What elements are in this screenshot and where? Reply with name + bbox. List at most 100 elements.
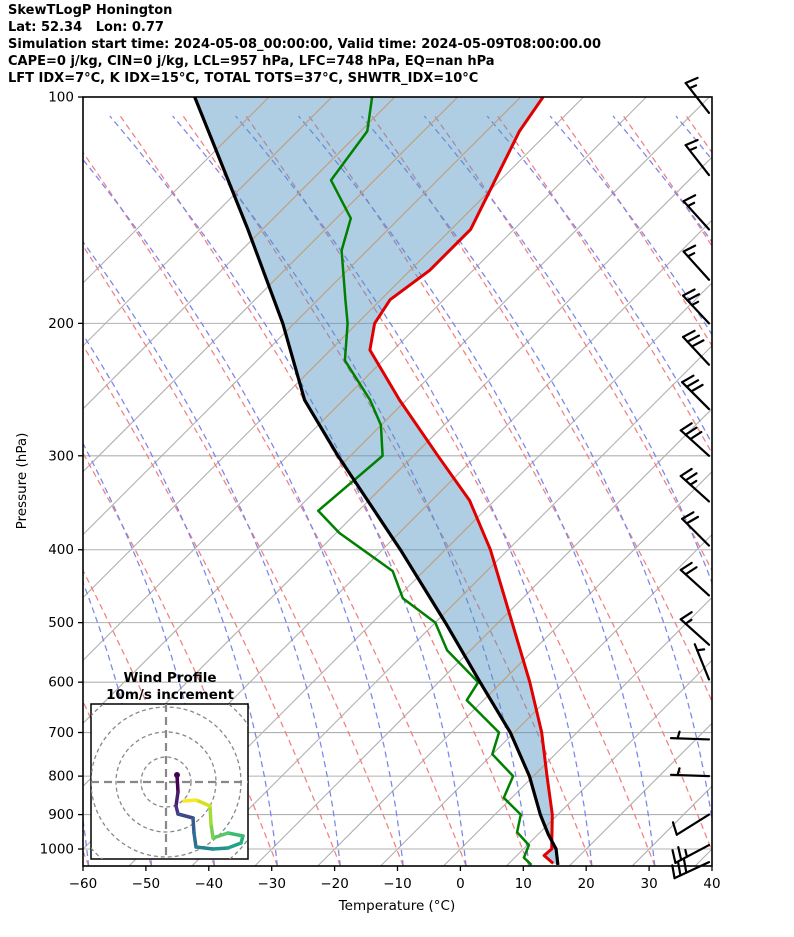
barb-half: [688, 84, 698, 90]
y-tick-label: 300: [48, 448, 74, 464]
diag-gridline: [380, 533, 712, 866]
y-tick-label: 200: [48, 316, 74, 332]
moist-adiabat-line: [739, 116, 794, 866]
barb-half: [696, 648, 706, 652]
diag-gridline: [83, 97, 710, 725]
hodograph-ring: [140, 756, 192, 808]
barb-full: [677, 861, 682, 877]
barb-half: [676, 767, 681, 777]
hodograph-trace-segment: [226, 841, 243, 850]
wind-barb: [684, 76, 711, 115]
diag-gridline-shaded: [758, 97, 794, 866]
barb-full: [679, 611, 693, 621]
dry-adiabat-line: [622, 115, 712, 248]
diag-gridline-shaded: [194, 97, 396, 865]
moist-adiabat-line: [83, 442, 216, 866]
y-tick-label: 600: [48, 675, 74, 691]
dry-adiabat-line: [434, 115, 712, 572]
dry-adiabat-line: [83, 151, 467, 866]
barb-half: [684, 848, 689, 858]
x-axis-title: Temperature (°C): [338, 898, 456, 914]
wind-barb: [669, 730, 711, 741]
diag-gridline: [254, 408, 712, 866]
barb-full: [681, 511, 695, 520]
barb-staff: [675, 813, 711, 836]
moist-adiabat-line: [486, 115, 712, 445]
diag-gridline-shaded: [194, 97, 459, 865]
x-tick-label: 30: [641, 876, 658, 892]
wind-barb: [681, 511, 711, 547]
wind-barb: [671, 813, 711, 836]
moist-adiabat-line: [83, 333, 279, 866]
hodograph-subtitle: 10m/s increment: [106, 687, 234, 703]
barb-full: [684, 472, 698, 482]
wind-barb: [669, 767, 711, 778]
diag-gridline: [506, 659, 712, 866]
y-axis-title: Pressure (hPa): [14, 433, 30, 530]
wind-barb: [684, 138, 711, 177]
barb-half: [688, 146, 698, 152]
hodograph-title: Wind Profile: [123, 670, 216, 686]
x-tick-label: 0: [456, 876, 465, 892]
diag-gridline-shaded: [569, 97, 794, 866]
dry-adiabat-line: [119, 115, 530, 866]
barb-full: [681, 329, 696, 339]
moist-adiabat-line: [423, 115, 712, 585]
dry-adiabat-line: [685, 115, 712, 154]
barb-half: [684, 618, 693, 625]
hodograph-trace-segment: [174, 790, 180, 808]
dry-adiabat-line: [182, 115, 593, 866]
x-tick-label: −60: [69, 876, 98, 892]
curves-clip: [316, 97, 555, 866]
hodograph-trace-segment: [211, 846, 230, 851]
wind-barb: [679, 611, 711, 646]
cin-area: [194, 97, 558, 865]
barb-full: [686, 293, 701, 302]
barb-full: [684, 76, 699, 85]
diag-gridline: [83, 97, 333, 347]
hodograph-trace-segment: [194, 845, 215, 851]
diag-gridline: [443, 596, 712, 866]
y-tick-label: 100: [48, 90, 74, 106]
moist-adiabat-line: [83, 158, 404, 866]
diag-gridline-shaded: [194, 97, 521, 865]
barb-full: [671, 849, 677, 864]
barb-full: [677, 846, 683, 861]
barb-full: [679, 422, 693, 432]
barb-full: [685, 379, 700, 388]
wind-barb: [679, 467, 711, 503]
dry-adiabat-line: [83, 244, 404, 866]
dry-adiabat-line-group: [83, 115, 712, 866]
x-tick-label: −10: [383, 876, 412, 892]
barb-half: [676, 730, 681, 740]
barb-half: [690, 300, 700, 307]
wind-barb: [681, 374, 711, 411]
barb-full: [679, 467, 693, 478]
wind-barb: [693, 643, 711, 681]
barb-full: [689, 430, 703, 441]
barb-full: [671, 864, 676, 880]
dry-adiabat-line: [559, 115, 712, 347]
dry-adiabat-line: [497, 115, 712, 455]
diag-gridline-shaded: [695, 97, 794, 866]
y-tick-label: 400: [48, 542, 74, 558]
moist-adiabat-line: [549, 115, 712, 336]
temperature-curve: [368, 97, 555, 865]
diag-gridline: [758, 97, 794, 866]
hodograph-trace-segment: [176, 812, 195, 820]
diag-gridline: [317, 470, 712, 866]
axes-ticks: −60 −50 −40 −30 −20 −10 0 10 20 30 40 100 200 300 400 5…: [40, 90, 721, 893]
diag-gridline-shaded: [194, 97, 558, 865]
y-tick-label: 500: [48, 615, 74, 631]
wind-barb-column: [669, 76, 711, 880]
y-tick-label: 800: [48, 769, 74, 785]
hodograph-trace-segment: [211, 831, 230, 840]
barb-full: [684, 566, 698, 576]
y-tick-label: 700: [48, 725, 74, 741]
barb-full: [671, 821, 678, 836]
wind-barb: [681, 329, 711, 366]
barb-half: [686, 252, 696, 258]
moist-adiabat-line: [235, 115, 593, 866]
hodograph-trace-segment: [194, 798, 212, 808]
